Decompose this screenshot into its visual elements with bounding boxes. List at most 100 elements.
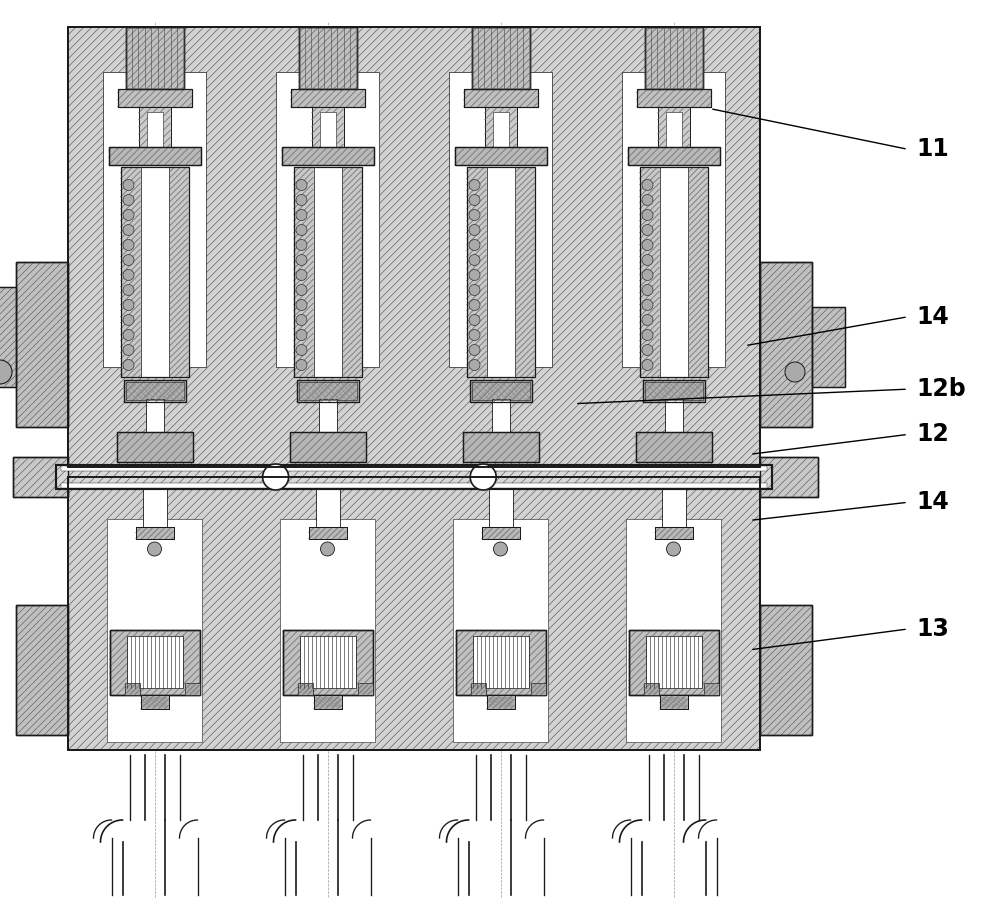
Circle shape bbox=[123, 359, 134, 370]
Bar bbox=[61, 483, 767, 488]
Bar bbox=[320, 112, 336, 157]
Circle shape bbox=[123, 270, 134, 281]
Bar bbox=[136, 527, 174, 539]
Bar bbox=[760, 457, 818, 497]
Bar bbox=[283, 630, 372, 695]
Bar bbox=[116, 432, 192, 462]
Bar bbox=[644, 27, 702, 89]
Circle shape bbox=[148, 542, 162, 556]
Bar bbox=[640, 167, 708, 377]
Bar bbox=[462, 432, 538, 462]
Bar bbox=[68, 27, 760, 467]
Bar bbox=[308, 527, 347, 539]
Bar bbox=[107, 519, 202, 742]
Bar bbox=[124, 683, 140, 695]
Text: 14: 14 bbox=[916, 491, 949, 514]
Circle shape bbox=[123, 329, 134, 340]
Bar bbox=[308, 527, 347, 539]
Bar bbox=[143, 482, 166, 527]
Bar bbox=[294, 167, 314, 377]
Bar bbox=[530, 683, 546, 695]
Bar bbox=[449, 72, 552, 367]
Bar bbox=[126, 636, 182, 688]
Circle shape bbox=[642, 209, 653, 221]
Bar bbox=[140, 695, 168, 709]
Circle shape bbox=[123, 224, 134, 235]
Bar bbox=[124, 380, 186, 402]
Bar bbox=[16, 605, 68, 735]
Bar bbox=[628, 147, 720, 165]
Bar bbox=[13, 457, 68, 497]
Bar bbox=[666, 112, 682, 157]
Bar bbox=[654, 527, 692, 539]
Circle shape bbox=[469, 224, 480, 235]
Bar bbox=[108, 147, 200, 165]
Circle shape bbox=[123, 300, 134, 310]
Circle shape bbox=[642, 300, 653, 310]
Text: 12b: 12b bbox=[916, 377, 966, 401]
Bar bbox=[628, 147, 720, 165]
Circle shape bbox=[642, 315, 653, 326]
Bar bbox=[760, 605, 812, 735]
Bar bbox=[660, 695, 688, 709]
Circle shape bbox=[0, 360, 12, 384]
Bar bbox=[486, 167, 514, 377]
Circle shape bbox=[469, 254, 480, 265]
Bar bbox=[664, 399, 682, 439]
Circle shape bbox=[642, 359, 653, 370]
Bar bbox=[136, 527, 174, 539]
Circle shape bbox=[296, 270, 307, 281]
Bar bbox=[120, 167, 188, 377]
Bar bbox=[456, 630, 546, 695]
Bar bbox=[472, 27, 530, 89]
Bar bbox=[658, 107, 690, 162]
Circle shape bbox=[123, 315, 134, 326]
Bar bbox=[472, 27, 530, 89]
Bar bbox=[312, 107, 344, 162]
Bar bbox=[126, 27, 184, 89]
Bar bbox=[812, 307, 845, 387]
Circle shape bbox=[785, 362, 805, 382]
Circle shape bbox=[123, 195, 134, 205]
Bar bbox=[298, 27, 356, 89]
Bar bbox=[138, 107, 170, 162]
Bar bbox=[471, 683, 486, 695]
Bar bbox=[68, 477, 760, 750]
Text: 14: 14 bbox=[916, 305, 949, 329]
Circle shape bbox=[494, 542, 508, 556]
Bar bbox=[316, 482, 340, 527]
Bar bbox=[626, 519, 721, 742]
Circle shape bbox=[296, 315, 307, 326]
Circle shape bbox=[123, 240, 134, 251]
Bar bbox=[342, 167, 362, 377]
Bar bbox=[68, 477, 760, 750]
Bar bbox=[644, 683, 658, 695]
Bar bbox=[13, 457, 68, 497]
Circle shape bbox=[123, 284, 134, 296]
Circle shape bbox=[263, 464, 289, 490]
Bar bbox=[629, 630, 718, 695]
Bar bbox=[296, 380, 358, 402]
Bar bbox=[358, 683, 372, 695]
Bar bbox=[298, 382, 356, 400]
Bar bbox=[760, 262, 812, 427]
Bar bbox=[126, 382, 184, 400]
Circle shape bbox=[123, 209, 134, 221]
Bar bbox=[298, 27, 356, 89]
Bar bbox=[168, 167, 188, 377]
Circle shape bbox=[296, 209, 307, 221]
Circle shape bbox=[642, 224, 653, 235]
Text: 12: 12 bbox=[916, 423, 949, 446]
Bar bbox=[472, 382, 530, 400]
Circle shape bbox=[642, 195, 653, 205]
Bar bbox=[644, 382, 702, 400]
Bar bbox=[120, 167, 140, 377]
Bar bbox=[0, 287, 16, 387]
Circle shape bbox=[296, 300, 307, 310]
Bar bbox=[640, 167, 660, 377]
Bar bbox=[140, 695, 168, 709]
Circle shape bbox=[296, 179, 307, 190]
Bar bbox=[760, 605, 812, 735]
Circle shape bbox=[123, 179, 134, 190]
Bar bbox=[298, 683, 312, 695]
